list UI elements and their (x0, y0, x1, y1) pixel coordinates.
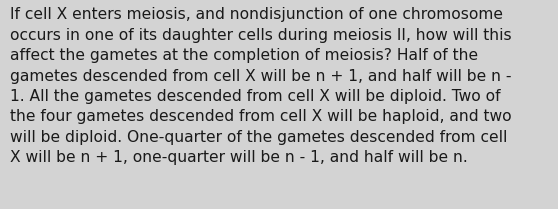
Text: If cell X enters meiosis, and nondisjunction of one chromosome
occurs in one of : If cell X enters meiosis, and nondisjunc… (10, 7, 512, 165)
